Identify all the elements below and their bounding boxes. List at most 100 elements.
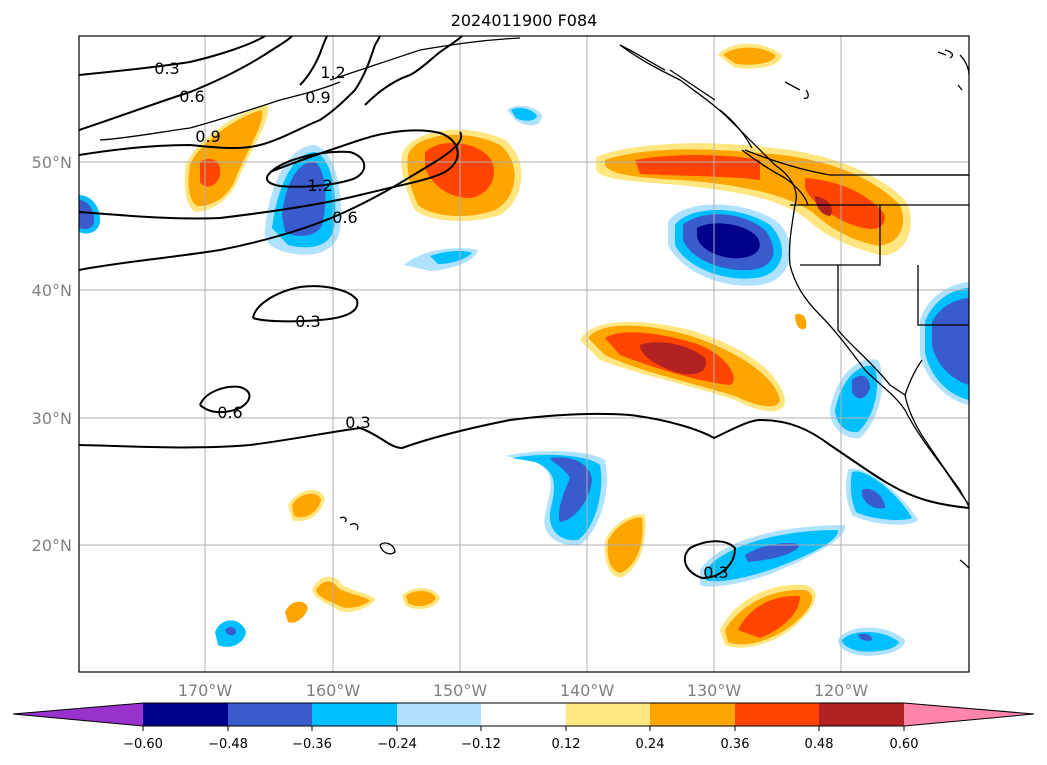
contour-label: 0.3: [345, 413, 370, 432]
colorbar-segment: [228, 703, 312, 726]
colorbar: −0.60 −0.48 −0.36 −0.24 −0.12 0.12 0.24 …: [12, 702, 1035, 752]
lon-label: 170°W: [178, 681, 233, 700]
colorbar-tick-label: −0.12: [461, 737, 501, 752]
colorbar-extend-left: [13, 703, 143, 726]
colorbar-segment: [735, 703, 819, 726]
contour-lines: [79, 36, 969, 580]
latitude-labels: 50°N 40°N 30°N 20°N: [32, 153, 72, 555]
lon-label: 140°W: [560, 681, 615, 700]
contour-0.6-mid: [79, 131, 463, 271]
anomaly-negative-47n-161w-3: [282, 161, 326, 236]
lon-label: 160°W: [306, 681, 361, 700]
contour-1.2-a: [299, 36, 328, 86]
anomaly-negative-24n-118w-3: [862, 488, 885, 509]
anomaly-negative-42n-152w-2: [430, 251, 472, 264]
map-title: 2024011900 F084: [451, 11, 598, 30]
anomaly-positive-23n-162w-2: [292, 493, 321, 518]
coastline-aleutians: [99, 81, 341, 141]
colorbar-tick-label: −0.60: [123, 737, 163, 752]
contour-label: 1.2: [307, 176, 332, 195]
contour-label: 1.2: [320, 63, 345, 82]
anomaly-positive-57n-128w-2: [723, 47, 776, 65]
small-islands: [784, 51, 963, 100]
colorbar-tick-label: −0.36: [292, 737, 332, 752]
contour-0.3-ring-south: [683, 540, 737, 580]
contour-0.9-ring: [79, 129, 459, 220]
contour-label: 0.6: [332, 208, 357, 227]
anomaly-negative-18n-127w-3: [745, 543, 800, 562]
longitude-labels: 170°W 160°W 150°W 140°W 130°W 120°W: [178, 681, 869, 700]
contour-label: 0.9: [195, 127, 220, 146]
contour-labels: 0.3 0.6 1.2 0.9 0.9 1.2 0.6 0.3 0.6 0.3 …: [154, 59, 728, 582]
anomaly-negative-24n-118w-2: [850, 471, 912, 520]
colorbar-tick-label: −0.48: [208, 737, 248, 752]
us-canada-border: [744, 149, 969, 176]
contour-0.3-north: [79, 36, 266, 76]
anomaly-positive-15n-150w-2: [406, 590, 436, 606]
anomaly-positive-east-48n-peak: [815, 196, 832, 216]
coast-mexico-south: [959, 559, 969, 569]
colorbar-tick-label: −0.24: [377, 737, 417, 752]
plot-area: 0.3 0.6 1.2 0.9 0.9 1.2 0.6 0.3 0.6 0.3 …: [79, 36, 969, 672]
coastline-alaska-peninsula: [329, 37, 521, 81]
anomaly-positive-15n-162w: [285, 601, 308, 623]
contour-0.6-north: [79, 36, 293, 131]
anomaly-positive-east-48n-core2: [805, 178, 885, 230]
contour-label: 0.3: [295, 312, 320, 331]
contour-label: 0.6: [179, 87, 204, 106]
coastline-baja: [904, 394, 969, 509]
contour-1.2-ring: [265, 150, 366, 188]
anomaly-positive-16n-158w-2: [316, 581, 370, 608]
anomaly-positive-east-48n-core: [635, 155, 760, 180]
colorbar-tick-label: 0.60: [890, 737, 919, 752]
coastline-vancouver-island: [741, 149, 809, 206]
anomaly-negative-west-edge-2: [79, 200, 95, 230]
colorbar-segment: [481, 703, 566, 726]
lon-label: 120°W: [814, 681, 869, 700]
coastline-se-alaska: [619, 44, 753, 149]
hawaii-islands: [339, 516, 396, 555]
lat-label: 30°N: [32, 409, 72, 428]
colorbar-segment: [143, 703, 228, 726]
colorbar-tick-label: 0.24: [636, 737, 665, 752]
plot-frame: [78, 35, 970, 673]
colorbar-segment: [312, 703, 397, 726]
lat-label: 40°N: [32, 281, 72, 300]
contour-0.9-b: [364, 36, 463, 106]
lon-label: 130°W: [687, 681, 742, 700]
coastlines: [99, 37, 969, 569]
colorbar-extend-right: [904, 703, 1034, 726]
anomaly-positive-35n-135w-4: [640, 342, 706, 375]
contour-0.9-a: [79, 36, 381, 156]
anomaly-negative-14n-119w-3: [858, 633, 872, 641]
contour-0.3-mid: [252, 285, 359, 323]
anomaly-negative-37n-113w-3: [932, 298, 969, 385]
coastline-alaska-bc: [619, 44, 969, 506]
contour-label: 0.9: [305, 88, 330, 107]
colorbar-segment: [397, 703, 481, 726]
contour-label: 0.6: [217, 403, 242, 422]
anomaly-negative-44n-130w-4: [697, 223, 760, 259]
anomaly-positive-15n-126w-3: [738, 595, 800, 638]
contour-label: 0.3: [703, 563, 728, 582]
gridlines: [79, 36, 969, 672]
anomaly-negative-54n-143w-2: [511, 108, 537, 121]
lat-label: 20°N: [32, 536, 72, 555]
colorbar-segment: [566, 703, 650, 726]
colorbar-tick-label: 0.12: [552, 737, 581, 752]
colorbar-segment: [819, 703, 904, 726]
anomaly-negative-13n-168w-2: [225, 627, 236, 636]
lat-label: 50°N: [32, 153, 72, 172]
contour-0.6-south: [199, 385, 251, 414]
lon-label: 150°W: [433, 681, 488, 700]
anomaly-negative-32n-122w-3: [852, 375, 870, 399]
anomaly-negative-25n-141w-3: [550, 457, 592, 522]
contour-label: 0.3: [154, 59, 179, 78]
anomaly-negative-14n-119w-2: [842, 632, 899, 652]
colorbar-tick-label: 0.48: [805, 737, 834, 752]
contour-0.3-south: [79, 412, 969, 509]
filled-anomalies: [79, 43, 969, 656]
coastline-gulf-california: [904, 359, 923, 396]
anomaly-positive-small-46n-124w: [795, 313, 807, 330]
